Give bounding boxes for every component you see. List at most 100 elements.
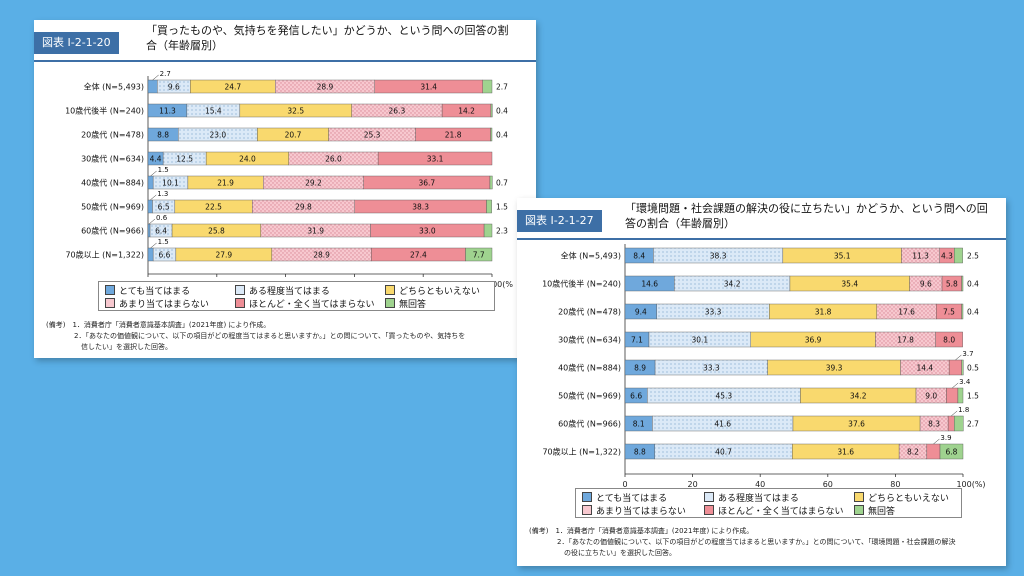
leader-line [951,410,958,417]
data-label: 8.4 [633,252,645,261]
data-label: 7.1 [631,336,643,345]
legend-swatch [105,298,115,308]
stacked-bar-chart: 0 20 40 60 80 100(%) 全体 (N=5,493) 8.4 38.3 35.1 11… [542,244,986,489]
category-label: 70歳以上 (N=1,322) [65,250,144,260]
data-label: 3.9 [940,434,951,442]
data-label: 33.3 [705,308,722,317]
data-label: 1.5 [158,166,169,174]
data-label: 22.5 [205,203,222,212]
data-label: 9.4 [635,308,647,317]
data-label: 26.3 [389,107,406,116]
data-label: 33.3 [703,364,720,373]
bar-segment-not-at-all [377,151,493,166]
legend-label: 無回答 [399,300,427,310]
data-label: 25.8 [208,227,225,236]
data-label: 31.8 [815,308,832,317]
header-rule [517,238,1006,240]
data-label: 31.4 [420,83,437,92]
x-tick-label: 100(% [487,280,513,289]
data-label: 9.0 [925,392,937,401]
chart-title-line2: 答の割合（年齢層別） [625,217,735,230]
chart-notes: (備考) 1．消費者庁「消費者意識基本調査」(2021年度) により作成。 2．… [46,320,465,353]
legend-swatch [704,492,714,502]
data-label: 41.6 [714,420,731,429]
data-label: 20.7 [285,131,302,140]
bar-segment-not-at-all [948,359,962,376]
data-label: 31.6 [837,448,854,457]
chart-card-social-issues: 図表 I-2-1-27 「環境問題・社会課題の解決の役に立ちたい」かどうか、とい… [517,198,1006,566]
legend-item-neutral: どちらともいえない [385,284,480,297]
legend-item-somewhat: ある程度当てはまる [235,284,330,297]
data-label: 14.2 [458,107,475,116]
data-label: 8.2 [907,448,919,457]
data-label: 33.1 [427,155,444,164]
data-label: 2.7 [160,70,171,78]
bar-segment-no-answer [939,443,964,460]
bar-segment-no-answer [957,387,964,404]
data-label: 0.7 [496,179,508,188]
data-label: 25.3 [364,131,381,140]
bar-segment-no-answer [961,359,964,376]
bar-segment-no-answer [486,199,492,214]
data-label: 7.7 [473,251,485,260]
bar-segment-very [147,175,154,190]
data-label: 12.5 [176,155,193,164]
legend-item-neutral: どちらともいえない [854,491,949,504]
data-label: 10.1 [162,179,179,188]
data-label: 7.5 [943,308,955,317]
data-label: 3.4 [959,378,971,386]
category-label: 全体 (N=5,493) [561,251,621,261]
data-label: 1.3 [157,190,168,198]
data-label: 6.6 [630,392,642,401]
chart-title-line1: 「環境問題・社会課題の解決の役に立ちたい」かどうか、という問への回 [625,202,988,215]
x-tick-label: 80 [890,480,900,489]
bar-segment-no-answer [490,103,493,118]
data-label: 0.4 [496,131,508,140]
data-label: 29.2 [305,179,322,188]
note-line: 信したい」を選択した回答。 [46,343,172,351]
chart-header: 図表 I-2-1-27 「環境問題・社会課題の解決の役に立ちたい」かどうか、とい… [517,198,1006,240]
data-label: 28.9 [317,83,334,92]
bar-segment-no-answer [482,79,493,94]
note-line: (備考) 1．消費者庁「消費者意識基本調査」(2021年度) により作成。 [529,527,754,535]
data-label: 36.7 [418,179,435,188]
x-tick-label: 20 [688,480,698,489]
data-label: 6.4 [155,227,167,236]
data-label: 3.7 [962,350,973,358]
data-label: 24.7 [224,83,241,92]
chart-legend: とても当てはまる ある程度当てはまる どちらともいえない あまり当てはまらない … [98,281,495,311]
leader-line [955,354,962,361]
chart-title: 「環境問題・社会課題の解決の役に立ちたい」かどうか、という問への回 答の割合（年… [625,201,988,231]
legend-label: ある程度当てはまる [718,494,799,504]
bar-segment-not-at-all [946,387,959,404]
header-rule [34,60,536,62]
data-label: 33.0 [419,227,436,236]
legend-label: ほとんど・全く当てはまらない [249,300,375,310]
data-label: 8.3 [928,420,940,429]
bar-segment-no-answer [954,247,963,264]
leader-line [150,194,157,201]
category-label: 20歳代 (N=478) [81,130,144,140]
data-label: 11.3 [912,252,929,261]
legend-label: とても当てはまる [119,287,191,297]
category-label: 20歳代 (N=478) [558,307,621,317]
data-label: 1.5 [967,392,979,401]
legend-label: どちらともいえない [399,287,480,297]
legend-item-no-answer: 無回答 [854,504,895,517]
data-label: 15.4 [205,107,222,116]
bar-segment-no-answer [465,247,493,262]
data-label: 9.6 [920,280,932,289]
data-label: 4.4 [150,155,162,164]
legend-item-not-much: あまり当てはまらない [105,297,209,310]
x-tick-label: 60 [823,480,833,489]
data-label: 38.3 [412,203,429,212]
bar-segment-no-answer [961,275,964,292]
data-label: 39.3 [826,364,843,373]
chart-title: 「買ったものや、気持ちを発信したい」かどうか、という問への回答の割 合（年齢層別… [146,23,508,53]
data-label: 17.6 [898,308,915,317]
bar-segment-not-at-all [947,415,955,432]
data-label: 24.0 [239,155,256,164]
chart-title-line1: 「買ったものや、気持ちを発信したい」かどうか、という問への回答の割 [146,24,509,37]
data-label: 37.6 [848,420,865,429]
